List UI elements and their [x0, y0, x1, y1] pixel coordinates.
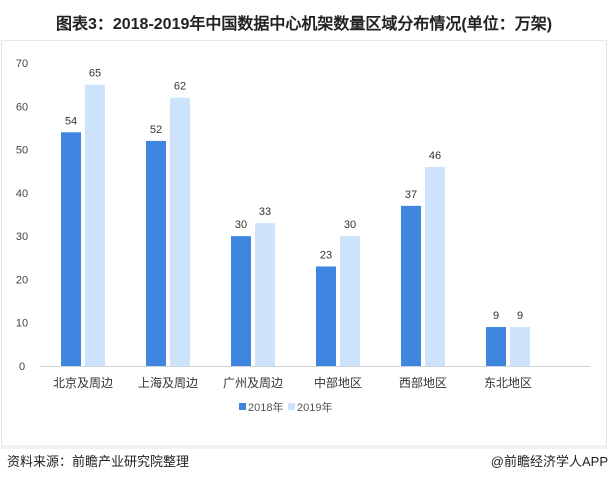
data-label: 9: [517, 310, 523, 322]
data-label: 9: [493, 310, 499, 322]
legend-swatch: [288, 403, 295, 410]
x-tick-label: 西部地区: [399, 375, 447, 390]
bar-2018: [486, 327, 506, 366]
x-tick-label: 北京及周边: [53, 376, 113, 390]
y-tick-label: 20: [16, 274, 28, 286]
y-tick-label: 0: [19, 361, 25, 373]
legend-label: 2018年: [248, 400, 283, 414]
bar-2019: [85, 84, 105, 367]
bar-2018: [61, 132, 81, 366]
y-tick-label: 50: [16, 145, 28, 157]
bar-2019: [255, 223, 275, 366]
legend-label: 2019年: [297, 400, 332, 414]
data-label: 30: [344, 219, 356, 231]
y-tick-label: 70: [16, 58, 28, 70]
bar-chart: 0 10 20 30 40 50 60 70 北京及周边 54 65 上海及周边 52 62 广州及周边 30…: [16, 58, 590, 414]
data-label: 65: [89, 68, 101, 80]
data-label: 54: [65, 115, 77, 127]
data-label: 46: [429, 150, 441, 162]
data-label: 37: [405, 189, 417, 201]
x-tick-label: 上海及周边: [138, 375, 198, 390]
x-tick-label: 东北地区: [484, 376, 532, 390]
chart-title: 图表3：2018-2019年中国数据中心机架数量区域分布情况(单位：万架): [55, 16, 553, 33]
chart-frame: [1, 40, 607, 449]
data-label: 23: [320, 249, 332, 261]
data-label: 33: [259, 206, 271, 218]
bar-2018: [231, 236, 251, 366]
source-note: 资料来源：前瞻产业研究院整理: [7, 454, 190, 469]
y-tick-label: 30: [16, 231, 28, 243]
bar-2018: [401, 205, 421, 366]
y-tick-label: 40: [16, 188, 28, 200]
bar-2019: [170, 97, 190, 366]
bar-2019: [510, 327, 530, 366]
credit-note: @前瞻经济学人APP: [490, 454, 608, 469]
y-tick-label: 60: [16, 101, 28, 113]
bar-2019: [425, 166, 445, 366]
data-label: 52: [150, 124, 162, 136]
x-tick-label: 中部地区: [314, 375, 362, 390]
bar-2018: [316, 266, 336, 366]
legend-swatch: [239, 403, 246, 410]
data-label: 62: [174, 81, 186, 93]
data-label: 30: [235, 219, 247, 231]
bar-2018: [146, 140, 166, 366]
x-tick-label: 广州及周边: [223, 376, 283, 390]
bar-2019: [340, 236, 360, 366]
y-tick-label: 10: [16, 318, 28, 330]
